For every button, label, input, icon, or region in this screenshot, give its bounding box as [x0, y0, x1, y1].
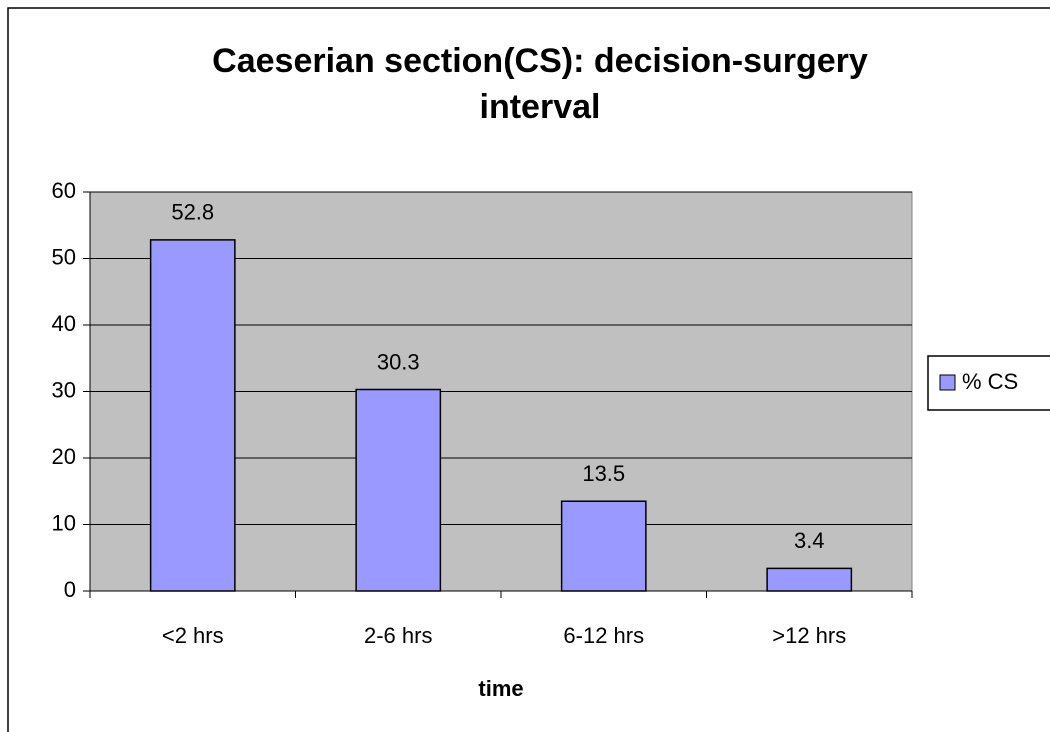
y-tick-label: 50	[52, 244, 76, 269]
data-label: 13.5	[582, 461, 625, 486]
bar	[766, 567, 853, 592]
x-tick-label: <2 hrs	[162, 623, 224, 648]
data-label: 3.4	[794, 528, 825, 553]
x-tick-label: 6-12 hrs	[563, 623, 644, 648]
chart-title: Caeserian section(CS): decision-surgery …	[212, 42, 868, 126]
data-label: 30.3	[377, 349, 420, 374]
data-label: 52.8	[171, 200, 214, 225]
bar	[355, 388, 442, 592]
x-tick-label: 2-6 hrs	[364, 623, 432, 648]
x-tick-label: >12 hrs	[772, 623, 846, 648]
bar	[149, 239, 236, 592]
y-tick-label: 60	[52, 178, 76, 203]
y-tick-label: 40	[52, 311, 76, 336]
y-tick-label: 30	[52, 377, 76, 402]
x-axis-label: time	[478, 676, 523, 701]
y-tick-label: 10	[52, 510, 76, 535]
legend-label: % CS	[962, 369, 1018, 394]
legend-swatch	[939, 374, 956, 391]
y-tick-label: 0	[64, 577, 76, 602]
bar	[560, 500, 647, 592]
y-tick-label: 20	[52, 444, 76, 469]
